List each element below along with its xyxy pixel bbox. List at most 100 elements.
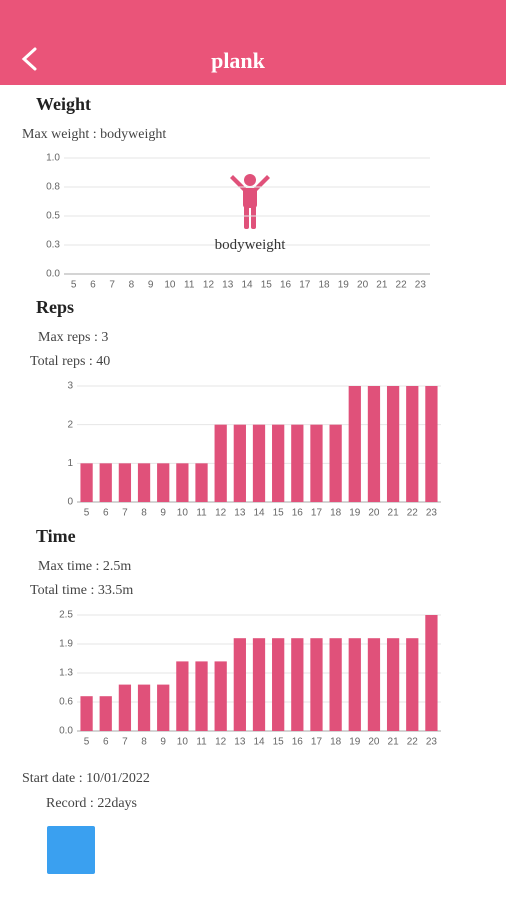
color-button[interactable]: [47, 826, 95, 874]
x-tick-label: 22: [396, 280, 408, 291]
y-tick-label: 1.9: [59, 639, 73, 650]
bar: [157, 463, 170, 502]
x-tick-label: 18: [330, 508, 342, 519]
bar: [406, 386, 419, 502]
bar: [233, 424, 246, 502]
bar: [310, 638, 323, 731]
y-tick-label: 3: [67, 381, 73, 392]
x-tick-label: 19: [349, 737, 361, 748]
x-tick-label: 12: [203, 280, 215, 291]
bodyweight-icon: [230, 174, 270, 229]
x-tick-label: 5: [84, 737, 90, 748]
x-tick-label: 10: [177, 508, 189, 519]
page-title: plank: [211, 48, 266, 73]
x-tick-label: 15: [273, 737, 285, 748]
bar: [291, 424, 304, 502]
x-tick-label: 20: [368, 737, 380, 748]
bar: [329, 424, 342, 502]
bar: [367, 638, 381, 731]
y-tick-label: 0.5: [46, 211, 60, 222]
x-tick-label: 14: [241, 280, 253, 291]
x-tick-label: 6: [103, 737, 109, 748]
x-tick-label: 10: [177, 737, 189, 748]
x-tick-label: 11: [184, 280, 195, 291]
bar: [233, 638, 246, 731]
x-tick-label: 13: [234, 737, 246, 748]
x-tick-label: 6: [103, 508, 109, 519]
y-tick-label: 1: [67, 458, 73, 469]
x-tick-label: 12: [215, 508, 227, 519]
start-date: Start date : 10/01/2022: [22, 771, 150, 786]
bar: [118, 463, 132, 502]
x-tick-label: 8: [141, 508, 147, 519]
y-tick-label: 2: [67, 419, 73, 430]
x-tick-label: 16: [292, 508, 304, 519]
bar: [329, 638, 342, 731]
x-tick-label: 17: [299, 280, 311, 291]
x-tick-label: 21: [388, 737, 400, 748]
bar: [252, 638, 266, 731]
x-tick-label: 7: [109, 280, 115, 291]
x-tick-label: 22: [407, 508, 419, 519]
bar: [348, 638, 361, 731]
y-tick-label: 0.8: [46, 182, 60, 193]
y-tick-label: 0.6: [59, 697, 73, 708]
stat: Max weight : bodyweight: [22, 127, 166, 142]
x-tick-label: 6: [90, 280, 96, 291]
x-tick-label: 14: [253, 737, 265, 748]
x-tick-label: 17: [311, 737, 323, 748]
x-tick-label: 12: [215, 737, 227, 748]
section-heading: Weight: [36, 94, 91, 114]
x-tick-label: 23: [415, 280, 427, 291]
back-button[interactable]: [21, 47, 37, 71]
x-tick-label: 11: [196, 508, 207, 519]
bar: [406, 638, 419, 731]
bar: [137, 684, 151, 731]
bar: [386, 638, 400, 731]
y-tick-label: 0.0: [46, 269, 60, 280]
bar: [348, 386, 361, 502]
y-tick-label: 0.3: [46, 240, 60, 251]
y-tick-label: 1.0: [46, 153, 60, 164]
x-tick-label: 13: [234, 508, 246, 519]
bar: [99, 696, 112, 731]
stat: Total time : 33.5m: [30, 583, 133, 598]
x-tick-label: 18: [330, 737, 342, 748]
bar: [386, 386, 400, 502]
x-tick-label: 23: [426, 737, 438, 748]
annotation: bodyweight: [215, 237, 287, 253]
x-tick-label: 21: [388, 508, 400, 519]
app-bar: [0, 0, 506, 85]
x-tick-label: 11: [196, 737, 207, 748]
x-tick-label: 17: [311, 508, 323, 519]
bar: [214, 424, 227, 502]
x-tick-label: 10: [164, 280, 176, 291]
x-tick-label: 5: [84, 508, 90, 519]
bar: [425, 615, 438, 731]
x-tick-label: 5: [71, 280, 77, 291]
x-tick-label: 14: [253, 508, 265, 519]
x-tick-label: 23: [426, 508, 438, 519]
bar: [272, 424, 285, 502]
record: Record : 22days: [46, 796, 137, 811]
x-tick-label: 19: [338, 280, 350, 291]
section-heading: Time: [36, 526, 76, 546]
x-tick-label: 9: [148, 280, 154, 291]
x-tick-label: 13: [222, 280, 234, 291]
x-tick-label: 16: [280, 280, 292, 291]
bar: [195, 661, 208, 731]
y-tick-label: 0: [67, 497, 73, 508]
stat: Max time : 2.5m: [38, 559, 131, 574]
bar: [80, 463, 93, 502]
x-tick-label: 7: [122, 508, 128, 519]
bar: [272, 638, 285, 731]
bar: [137, 463, 151, 502]
x-tick-label: 8: [129, 280, 135, 291]
x-tick-label: 15: [261, 280, 273, 291]
stat: Total reps : 40: [30, 354, 110, 369]
bar: [176, 463, 189, 502]
x-tick-label: 7: [122, 737, 128, 748]
stat: Max reps : 3: [38, 330, 108, 345]
x-tick-label: 16: [292, 737, 304, 748]
